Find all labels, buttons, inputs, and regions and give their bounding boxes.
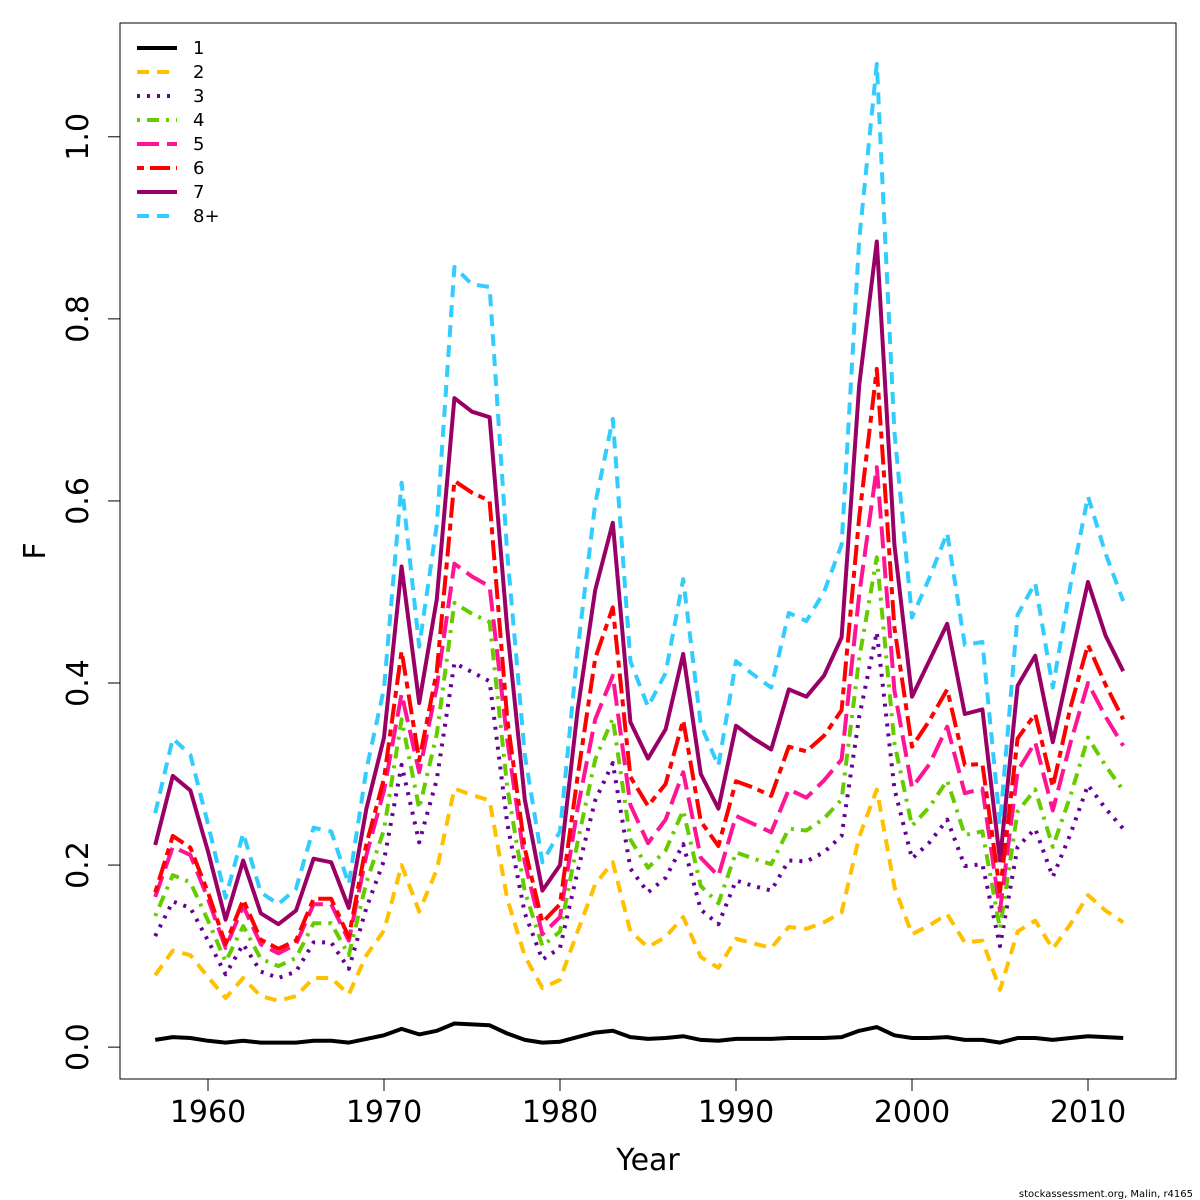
x-axis: 1960 1970 1980 1990 2000 2010 [170,1078,1126,1130]
x-axis-title: Year [615,1143,680,1178]
y-tick-label: 0.2 [61,841,96,889]
series-line-7 [153,239,1125,927]
series-line-8plus [153,62,1126,907]
series-line-3 [153,630,1125,980]
legend-label: 7 [193,182,204,203]
y-axis-title: F [18,542,53,559]
x-tick-label: 2000 [874,1095,950,1130]
x-tick-label: 1990 [698,1095,774,1130]
y-tick-label: 1.0 [61,113,96,161]
legend: 1 2 3 4 5 6 7 8+ [137,38,220,227]
series-line-2 [153,786,1125,1003]
series-line-4 [153,555,1125,969]
y-axis: 0.0 0.2 0.4 0.6 0.8 1.0 [61,113,121,1071]
x-tick-label: 1980 [522,1095,598,1130]
series-layer [153,62,1126,1045]
y-tick-label: 0.6 [61,477,96,525]
legend-label: 2 [193,62,204,83]
y-tick-label: 0.4 [61,659,96,707]
x-tick-label: 1960 [170,1095,246,1130]
legend-label: 5 [193,134,204,155]
footer-credit: stockassessment.org, Malin, r4165 [1019,1189,1193,1200]
legend-label: 1 [193,38,204,59]
y-tick-label: 0.0 [61,1023,96,1071]
x-tick-label: 2010 [1050,1095,1126,1130]
legend-label: 4 [193,110,204,131]
x-tick-label: 1970 [346,1095,422,1130]
legend-label: 3 [193,86,204,107]
series-line-5 [153,465,1125,956]
series-line-6 [153,366,1125,951]
legend-label: 8+ [193,206,220,227]
y-tick-label: 0.8 [61,295,96,343]
legend-label: 6 [193,158,204,179]
series-line-1 [154,1021,1124,1045]
